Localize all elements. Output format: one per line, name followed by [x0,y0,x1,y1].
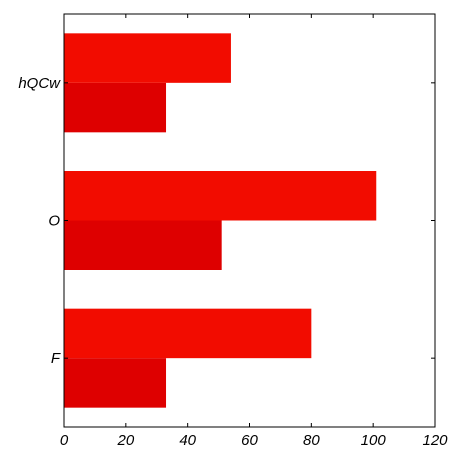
bar-O-series-2 [64,171,377,221]
x-tick-label-40: 40 [179,432,196,449]
x-tick-label-80: 80 [303,432,320,449]
bar-O-series-1 [64,220,222,270]
bar-F-series-2 [64,308,312,359]
bar-hQCw-series-2 [64,33,231,83]
bar-F-series-1 [64,358,167,408]
y-tick-label-O: O [48,213,60,230]
plot-frame [63,13,436,428]
y-tick-label-hQCw: hQCw [18,75,61,92]
x-tick-label-120: 120 [422,432,448,449]
ticks-group [63,14,436,427]
y-tick-label-F: F [51,350,61,367]
x-tick-label-0: 0 [60,432,69,449]
x-tick-label-20: 20 [116,432,134,449]
bar-hQCw-series-1 [64,82,167,133]
x-tick-label-100: 100 [361,432,387,449]
bars-group [64,33,377,408]
x-tick-label-60: 60 [241,432,258,449]
